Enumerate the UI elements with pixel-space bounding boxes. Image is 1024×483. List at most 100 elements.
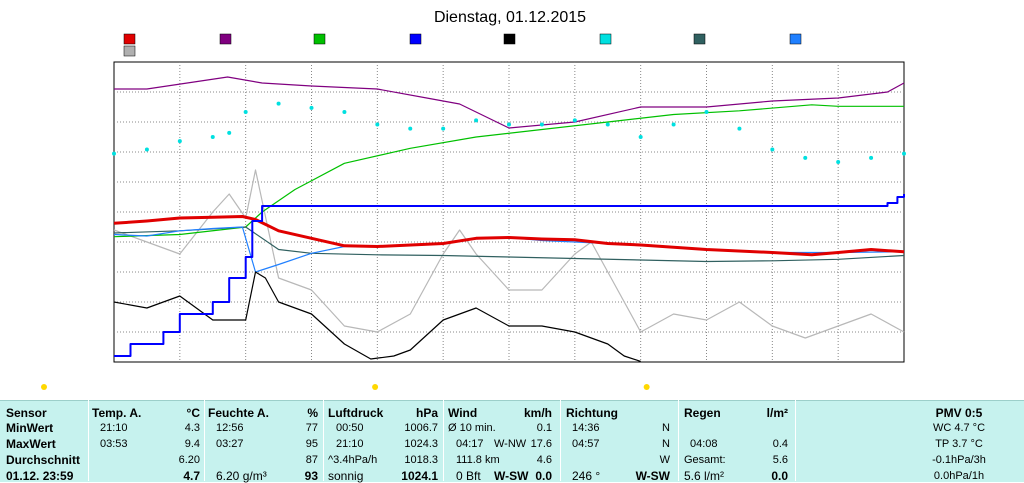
hum-cur-value: 93: [304, 469, 318, 483]
sensor-row-min: MinWert: [6, 421, 54, 435]
panel-divider: [560, 400, 561, 481]
rain-cur-total: 5.6 l/m²: [684, 469, 725, 483]
pmv-windchill: WC 4.7 °C: [932, 422, 986, 434]
temp-avg-value: 6.20: [178, 454, 200, 466]
wind-cur-dir: W-SW: [494, 469, 529, 483]
pmv-trend-3h: -0.1hPa/3h: [932, 454, 986, 466]
rain-total-value: 5.6: [772, 454, 788, 466]
panel-divider: [795, 400, 796, 481]
wind-max-time: 04:17: [456, 438, 484, 450]
temp-cur-value: 4.7: [183, 469, 200, 483]
sensor-row-current: 01.12. 23:59: [6, 469, 74, 483]
hum-max-value: 95: [305, 438, 318, 450]
time-marker-sun-icon: [41, 384, 47, 390]
direction-point: [869, 155, 874, 160]
dir-avg-value: W: [659, 454, 670, 466]
dir-max-time: 04:57: [572, 438, 600, 450]
rain-max-value: 0.4: [772, 438, 788, 450]
wind-avg-value: 4.6: [536, 454, 552, 466]
direction-point: [803, 155, 808, 160]
direction-point: [737, 126, 742, 131]
temp-header: Temp. A.: [92, 406, 142, 420]
direction-point: [836, 160, 841, 164]
hum-avg-value: 87: [305, 454, 318, 466]
direction-point: [375, 122, 380, 127]
direction-point: [441, 126, 446, 131]
legend-swatch: [219, 33, 232, 45]
direction-point: [177, 139, 182, 144]
wind-header: Wind: [448, 406, 478, 420]
time-marker-sun-icon: [643, 384, 650, 390]
direction-point: [309, 105, 314, 110]
temp-unit: °C: [186, 406, 200, 420]
direction-point: [144, 147, 149, 152]
direction-point: [276, 101, 281, 106]
hum-header: Feuchte A.: [208, 406, 269, 420]
direction-point: [507, 122, 511, 127]
dir-max-value: N: [662, 438, 670, 450]
temp-max-time: 03:53: [100, 438, 128, 450]
legend-swatch: [123, 45, 136, 57]
direction-point: [572, 118, 577, 123]
wind-cur-value: 0.0: [535, 469, 552, 483]
temp-min-value: 4.3: [184, 422, 200, 434]
rain-max-time: 04:08: [690, 438, 718, 450]
press-max-value: 1024.3: [404, 438, 438, 450]
legend-swatch: [313, 33, 326, 45]
press-avg-time: ^3.4hPa/h: [328, 454, 378, 466]
series-line-wind: [113, 271, 641, 362]
sensor-row-avg: Durchschnitt: [6, 453, 81, 467]
wind-avg10-label: Ø 10 min.: [448, 422, 496, 434]
press-cur-time: sonnig: [328, 469, 364, 483]
series-line-luftdruck: [113, 104, 904, 238]
press-unit: hPa: [415, 406, 438, 420]
hum-max-time: 03:27: [216, 438, 244, 450]
sensor-header: Sensor: [6, 406, 47, 420]
press-avg-value: 1018.3: [404, 454, 438, 466]
wind-avg10-value: 0.1: [536, 422, 552, 434]
dir-cur-deg: 246 °: [572, 469, 601, 483]
time-markers: [41, 384, 650, 390]
hum-cur-time: 6.20 g/m³: [216, 469, 267, 483]
direction-point: [112, 151, 116, 156]
legend-swatch: [693, 33, 706, 45]
rain-total-label: Gesamt:: [684, 454, 726, 466]
hum-min-time: 12:56: [216, 422, 244, 434]
wind-max-value: 17.6: [530, 438, 552, 450]
time-marker-sun-icon: [372, 384, 379, 390]
dir-cur-value: W-SW: [635, 469, 670, 483]
direction-point: [210, 135, 215, 139]
hum-min-value: 77: [305, 422, 318, 434]
chart-legend: [123, 33, 802, 57]
pmv-header: PMV 0:5: [935, 406, 983, 420]
panel-divider: [443, 400, 444, 481]
legend-swatch: [409, 33, 422, 45]
temp-min-time: 21:10: [100, 422, 128, 434]
series-line-tempa: [113, 215, 905, 257]
panel-divider: [323, 400, 324, 481]
press-min-value: 1006.7: [404, 422, 438, 434]
direction-point: [474, 118, 479, 123]
chart-title: Dienstag, 01.12.2015: [434, 9, 586, 26]
direction-point: [704, 110, 709, 114]
dir-min-time: 14:36: [572, 422, 600, 434]
press-header: Luftdruck: [328, 406, 384, 420]
temp-max-value: 9.4: [184, 438, 200, 450]
direction-point: [671, 122, 676, 127]
series-line-taupunkt: [113, 226, 905, 263]
rain-cur-value: 0.0: [771, 469, 788, 483]
direction-point: [605, 122, 610, 127]
legend-swatch: [503, 33, 516, 45]
rain-header: Regen: [684, 406, 721, 420]
direction-point: [227, 130, 232, 135]
sensor-row-max: MaxWert: [6, 437, 56, 451]
chart-plot-area: [112, 76, 906, 362]
direction-point: [902, 151, 906, 156]
pmv-trend-1h: 0.0hPa/1h: [933, 470, 985, 482]
legend-swatch: [123, 33, 136, 45]
panel-divider: [678, 400, 679, 481]
series-line-regen: [114, 194, 905, 357]
press-cur-value: 1024.1: [401, 469, 438, 483]
dir-header: Richtung: [566, 406, 618, 420]
hum-unit: %: [307, 406, 318, 420]
